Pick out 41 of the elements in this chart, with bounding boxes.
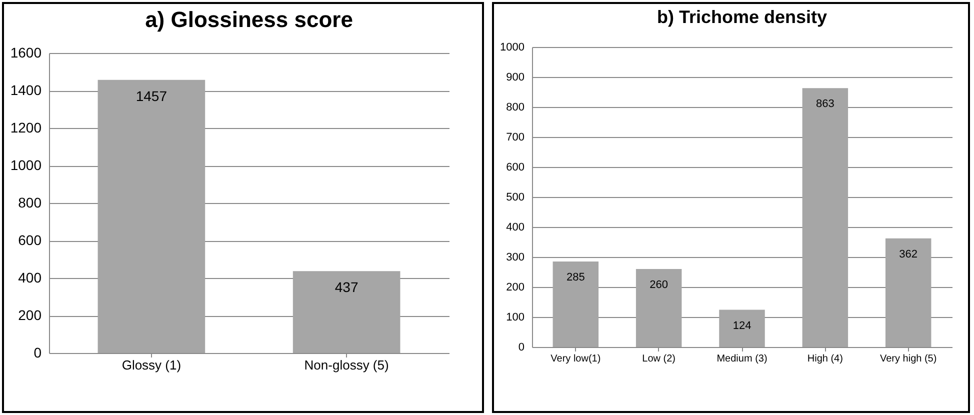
y-tick-label: 200 — [18, 307, 42, 323]
bar — [636, 269, 682, 347]
x-tick-label: Very low(1) — [550, 354, 601, 364]
x-tick-label: Non-glossy (5) — [304, 358, 389, 372]
x-tick-label: Medium (3) — [716, 354, 768, 364]
y-tick-label: 1400 — [10, 82, 42, 98]
y-tick-label: 1600 — [10, 44, 42, 60]
x-tick-label: High (4) — [807, 354, 843, 364]
bar — [719, 310, 765, 347]
data-label: 1457 — [136, 88, 168, 104]
y-tick-label: 500 — [506, 192, 524, 204]
data-label: 285 — [566, 272, 585, 284]
y-tick-label: 1200 — [10, 120, 42, 136]
y-tick-label: 400 — [506, 222, 524, 234]
y-tick-label: 900 — [506, 72, 524, 84]
x-tick-label: Low (2) — [642, 354, 676, 364]
y-tick-label: 400 — [18, 270, 42, 286]
chart-title: a) Glossiness score — [145, 7, 353, 32]
y-tick-label: 1000 — [10, 157, 42, 173]
y-tick-label: 800 — [18, 194, 42, 210]
y-tick-label: 700 — [506, 132, 524, 144]
data-label: 260 — [650, 279, 668, 291]
data-label: 124 — [732, 320, 752, 332]
y-tick-label: 600 — [506, 162, 524, 174]
data-label: 437 — [334, 279, 358, 296]
x-tick-label: Glossy (1) — [122, 358, 182, 372]
x-tick-label: Very high (5) — [880, 354, 937, 364]
bar — [802, 88, 848, 347]
data-label: 863 — [816, 98, 834, 110]
y-tick-label: 0 — [518, 342, 524, 354]
y-tick-label: 800 — [506, 102, 524, 114]
data-label: 362 — [899, 248, 918, 260]
bar — [552, 262, 599, 347]
bar — [885, 238, 932, 347]
y-tick-label: 100 — [506, 312, 524, 324]
chart-title: b) Trichome density — [656, 7, 828, 27]
y-tick-label: 600 — [18, 232, 42, 248]
y-tick-label: 200 — [506, 282, 524, 294]
y-tick-label: 1000 — [500, 42, 524, 54]
y-tick-label: 0 — [34, 344, 42, 360]
y-tick-label: 300 — [506, 252, 524, 264]
